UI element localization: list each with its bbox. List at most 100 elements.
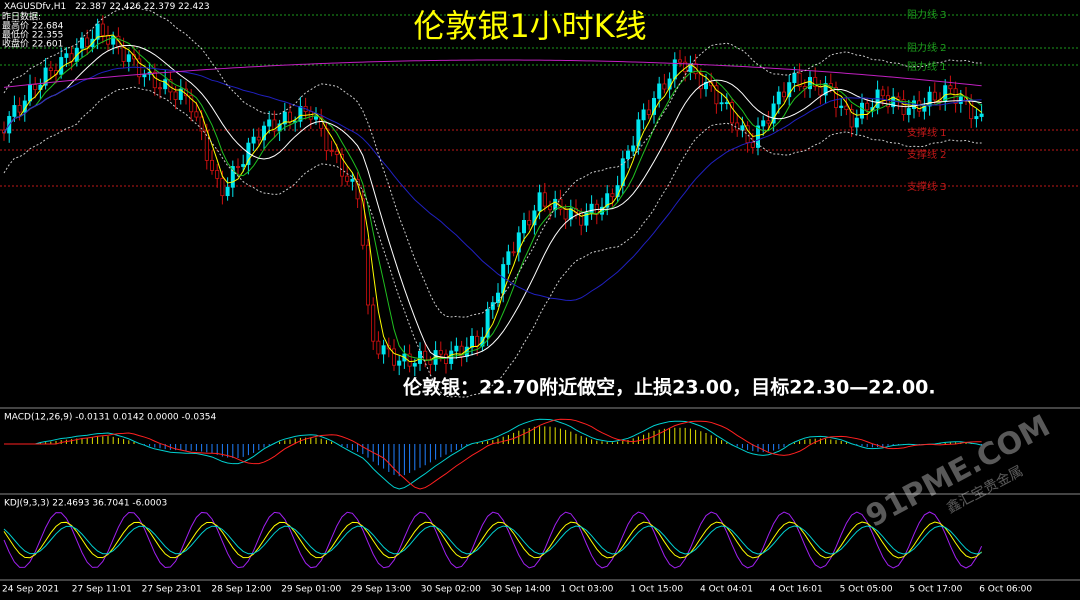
candle-body — [225, 186, 230, 197]
x-tick-label: 27 Sep 11:01 — [72, 585, 132, 595]
candle-body — [662, 83, 667, 90]
candle-body — [657, 83, 662, 99]
candle-body — [620, 158, 625, 187]
x-tick-label: 29 Sep 01:00 — [281, 585, 341, 595]
candle-body — [839, 105, 844, 108]
candle-body — [417, 350, 422, 364]
candle-body — [636, 119, 641, 147]
candle-body — [776, 91, 781, 105]
candle-body — [397, 360, 402, 366]
candle-body — [80, 37, 85, 49]
kdj-k-line — [3, 525, 982, 555]
candle-body — [111, 35, 116, 45]
candle-body — [189, 95, 194, 113]
candle-body — [537, 192, 542, 212]
ma-line — [3, 37, 982, 361]
info-title: 昨日数据: — [2, 11, 41, 23]
support-label: 支撑线 1 — [907, 126, 947, 139]
candle-body — [797, 72, 802, 87]
candle-body — [714, 85, 719, 105]
x-tick-label: 28 Sep 12:00 — [211, 585, 271, 595]
candle-body — [906, 108, 911, 115]
candle-body — [740, 125, 745, 131]
candle-body — [834, 87, 839, 108]
candle-body — [787, 82, 792, 98]
candle-body — [365, 244, 370, 306]
candle-body — [516, 232, 521, 253]
ma-line — [3, 59, 982, 88]
candle-body — [2, 129, 7, 134]
candle-body — [917, 100, 922, 112]
candle-body — [157, 87, 162, 90]
candle-body — [948, 85, 953, 90]
candle-body — [932, 91, 937, 101]
candle-body — [771, 103, 776, 124]
candle-body — [646, 109, 651, 115]
candle-body — [766, 120, 771, 124]
candle-body — [412, 363, 417, 367]
plot-area — [2, 6, 984, 569]
candle-body — [345, 175, 350, 182]
info-line: 最高价 22.684 — [2, 20, 64, 32]
candle-body — [579, 211, 584, 226]
candle-body — [469, 335, 474, 348]
candle-body — [761, 120, 766, 127]
candle-body — [272, 119, 277, 132]
resistance-label: 阻力线 1 — [907, 60, 947, 73]
candle-body — [17, 105, 22, 113]
x-tick-label: 1 Oct 15:00 — [630, 585, 683, 595]
macd-label: MACD(12,26,9) -0.0131 0.0142 0.0000 -0.0… — [4, 413, 217, 423]
candle-body — [922, 105, 927, 112]
candle-body — [152, 71, 157, 89]
resistance-label: 阻力线 3 — [907, 8, 947, 21]
candle-body — [313, 116, 318, 120]
macd-line — [4, 418, 982, 490]
candle-body — [85, 37, 90, 48]
info-line: 收盘价 22.601 — [2, 38, 63, 50]
candle-body — [854, 117, 859, 128]
candle-body — [652, 97, 657, 115]
candle-body — [756, 125, 761, 148]
candle-body — [979, 113, 984, 117]
candle-body — [548, 205, 553, 211]
candle-body — [678, 59, 683, 63]
candle-body — [121, 46, 126, 62]
candle-body — [813, 77, 818, 87]
kdj-label: KDJ(9,3,3) 22.4693 36.7041 -6.0003 — [4, 499, 167, 509]
x-axis: 24 Sep 2021 27 Sep 11:01 27 Sep 23:01 28 Se… — [2, 585, 1032, 595]
ma-line — [3, 44, 982, 359]
support-label: 支撑线 3 — [907, 180, 947, 193]
candle-body — [241, 164, 246, 167]
candle-body — [750, 142, 755, 148]
x-tick-label: 30 Sep 02:00 — [421, 585, 481, 595]
candle-body — [298, 106, 303, 122]
candle-body — [251, 136, 256, 144]
candle-body — [844, 105, 849, 110]
candle-body — [527, 220, 532, 226]
candle-body — [423, 350, 428, 361]
candle-body — [428, 360, 433, 365]
candle-body — [215, 170, 220, 179]
candle-body — [391, 348, 396, 366]
candle-body — [100, 23, 105, 36]
candle-body — [371, 304, 376, 342]
candle-body — [381, 345, 386, 355]
candle-body — [308, 111, 313, 120]
candle-body — [782, 91, 787, 98]
resistance-label: 阻力线 2 — [907, 41, 947, 54]
candle-body — [334, 150, 339, 155]
x-tick-label: 1 Oct 03:00 — [560, 585, 613, 595]
candle-body — [459, 345, 464, 357]
x-tick-label: 5 Oct 17:00 — [909, 585, 962, 595]
candle-body — [631, 145, 636, 152]
x-tick-label: 5 Oct 05:00 — [840, 585, 893, 595]
candle-body — [33, 84, 38, 90]
symbol-name: XAGUSDfv,H1 — [4, 2, 66, 12]
candle-body — [324, 127, 329, 152]
candle-body — [230, 166, 235, 188]
bollinger-band — [3, 86, 982, 398]
candle-body — [261, 125, 266, 141]
candle-body — [454, 345, 459, 352]
candle-body — [880, 89, 885, 97]
